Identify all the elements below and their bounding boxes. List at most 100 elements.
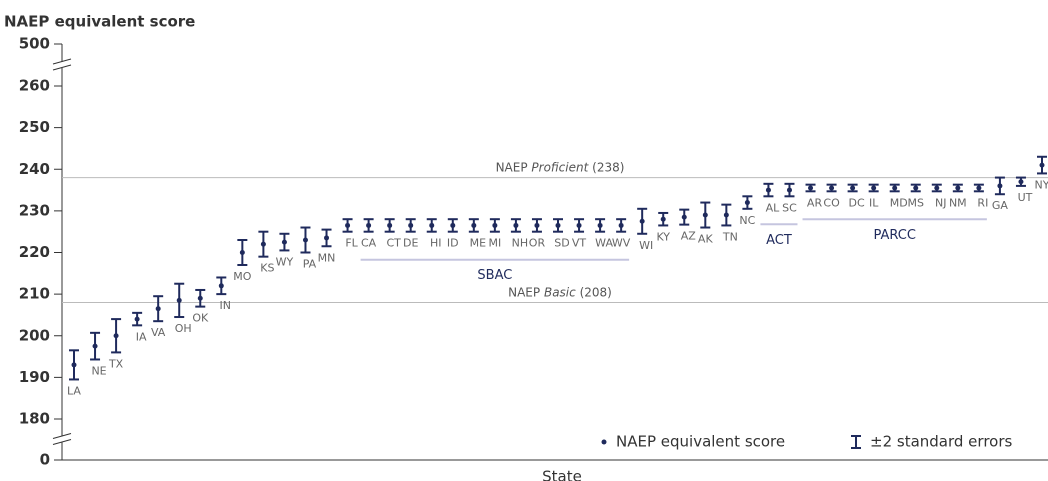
score-dot: [1018, 179, 1024, 185]
score-dot: [71, 362, 77, 368]
group-label: SBAC: [477, 268, 512, 283]
y-tick-label: 180: [19, 410, 50, 428]
y-tick-label: 220: [19, 243, 50, 261]
y-tick-label: 260: [19, 77, 50, 95]
x-tick-label: NC: [739, 214, 755, 227]
y-tick-label: 240: [19, 160, 50, 178]
score-dot: [597, 222, 603, 228]
x-tick-label: FL: [345, 237, 358, 250]
reference-name: Proficient: [531, 160, 589, 174]
axis-break-gap: [54, 436, 70, 443]
reference-name: Basic: [544, 285, 576, 299]
score-dot: [786, 187, 792, 193]
x-tick-label: MN: [318, 251, 336, 264]
x-tick-label: TX: [108, 357, 124, 370]
x-tick-label: WY: [276, 255, 294, 268]
axis-break-mark: [52, 64, 72, 71]
x-tick-label: ID: [447, 237, 459, 250]
score-dot: [555, 222, 561, 228]
legend-label: NAEP equivalent score: [616, 433, 785, 451]
reference-value: (238): [592, 160, 624, 174]
score-dot: [534, 222, 540, 228]
x-tick-label: VA: [151, 326, 166, 339]
axis-break-mark: [52, 433, 72, 439]
score-dot: [934, 185, 940, 191]
reference-label: NAEP Basic (208): [508, 285, 612, 299]
y-tick-label: 200: [19, 326, 50, 344]
x-tick-label: OK: [192, 312, 209, 325]
score-dot: [576, 222, 582, 228]
reference-prefix: NAEP: [496, 160, 528, 174]
x-tick-label: NM: [949, 196, 967, 209]
y-tick-label: 500: [19, 35, 50, 53]
x-tick-label: GA: [992, 199, 1009, 212]
score-dot: [260, 241, 266, 247]
x-axis-title: State: [542, 468, 582, 481]
x-tick-label: CA: [361, 237, 377, 250]
score-dot: [1039, 162, 1045, 168]
score-dot: [134, 316, 140, 322]
x-tick-label: WV: [612, 237, 631, 250]
x-tick-label: IA: [136, 330, 147, 343]
score-dot: [892, 185, 898, 191]
x-tick-label: AL: [766, 201, 781, 214]
x-tick-label: MD: [890, 196, 908, 209]
score-dot: [702, 212, 708, 218]
y-tick-label: 250: [19, 118, 50, 136]
legend-label: ±2 standard errors: [870, 433, 1012, 451]
x-tick-label: ME: [470, 237, 486, 250]
x-tick-label: WI: [639, 239, 653, 252]
score-dot: [618, 222, 624, 228]
x-tick-label: HI: [430, 237, 442, 250]
score-dot: [471, 222, 477, 228]
score-dot: [155, 306, 161, 312]
score-dot: [639, 218, 645, 224]
x-tick-label: RI: [977, 196, 988, 209]
x-tick-label: MS: [907, 196, 923, 209]
y-tick-label: 0: [40, 451, 50, 469]
x-tick-label: KY: [656, 230, 670, 243]
score-dot: [113, 333, 119, 339]
score-dot: [681, 214, 687, 220]
x-tick-label: WA: [595, 237, 613, 250]
x-tick-label: SC: [782, 201, 797, 214]
score-dot: [450, 222, 456, 228]
score-dot: [92, 343, 98, 349]
score-dot: [302, 237, 308, 243]
x-tick-label: NE: [91, 364, 106, 377]
score-dot: [366, 222, 372, 228]
score-dot: [513, 222, 519, 228]
score-dot: [345, 222, 351, 228]
axis-break-mark: [52, 58, 72, 65]
score-dot: [976, 185, 982, 191]
score-dot: [218, 283, 224, 289]
x-tick-label: UT: [1018, 191, 1033, 204]
x-tick-label: AK: [698, 233, 714, 246]
x-tick-label: IN: [220, 299, 231, 312]
axis-break-mark: [52, 439, 72, 445]
score-dot: [829, 185, 835, 191]
x-tick-label: OH: [175, 322, 192, 335]
score-dot: [429, 222, 435, 228]
x-tick-label: MI: [488, 237, 501, 250]
score-dot: [808, 185, 814, 191]
x-tick-label: NJ: [935, 196, 946, 209]
x-tick-label: PA: [303, 258, 317, 271]
score-dot: [871, 185, 877, 191]
score-dot: [324, 235, 330, 241]
score-dot: [408, 222, 414, 228]
group-label: ACT: [766, 233, 792, 248]
score-dot: [660, 216, 666, 222]
y-axis-title: NAEP equivalent score: [4, 13, 195, 31]
axis-break-gap: [54, 62, 70, 68]
x-tick-label: NH: [512, 237, 529, 250]
score-dot: [850, 185, 856, 191]
x-tick-label: LA: [67, 384, 81, 397]
legend-dot: [601, 439, 607, 445]
score-dot: [387, 222, 393, 228]
x-tick-label: DE: [403, 237, 418, 250]
x-tick-label: CT: [386, 237, 401, 250]
score-dot: [723, 212, 729, 218]
group-label: PARCC: [873, 228, 915, 243]
